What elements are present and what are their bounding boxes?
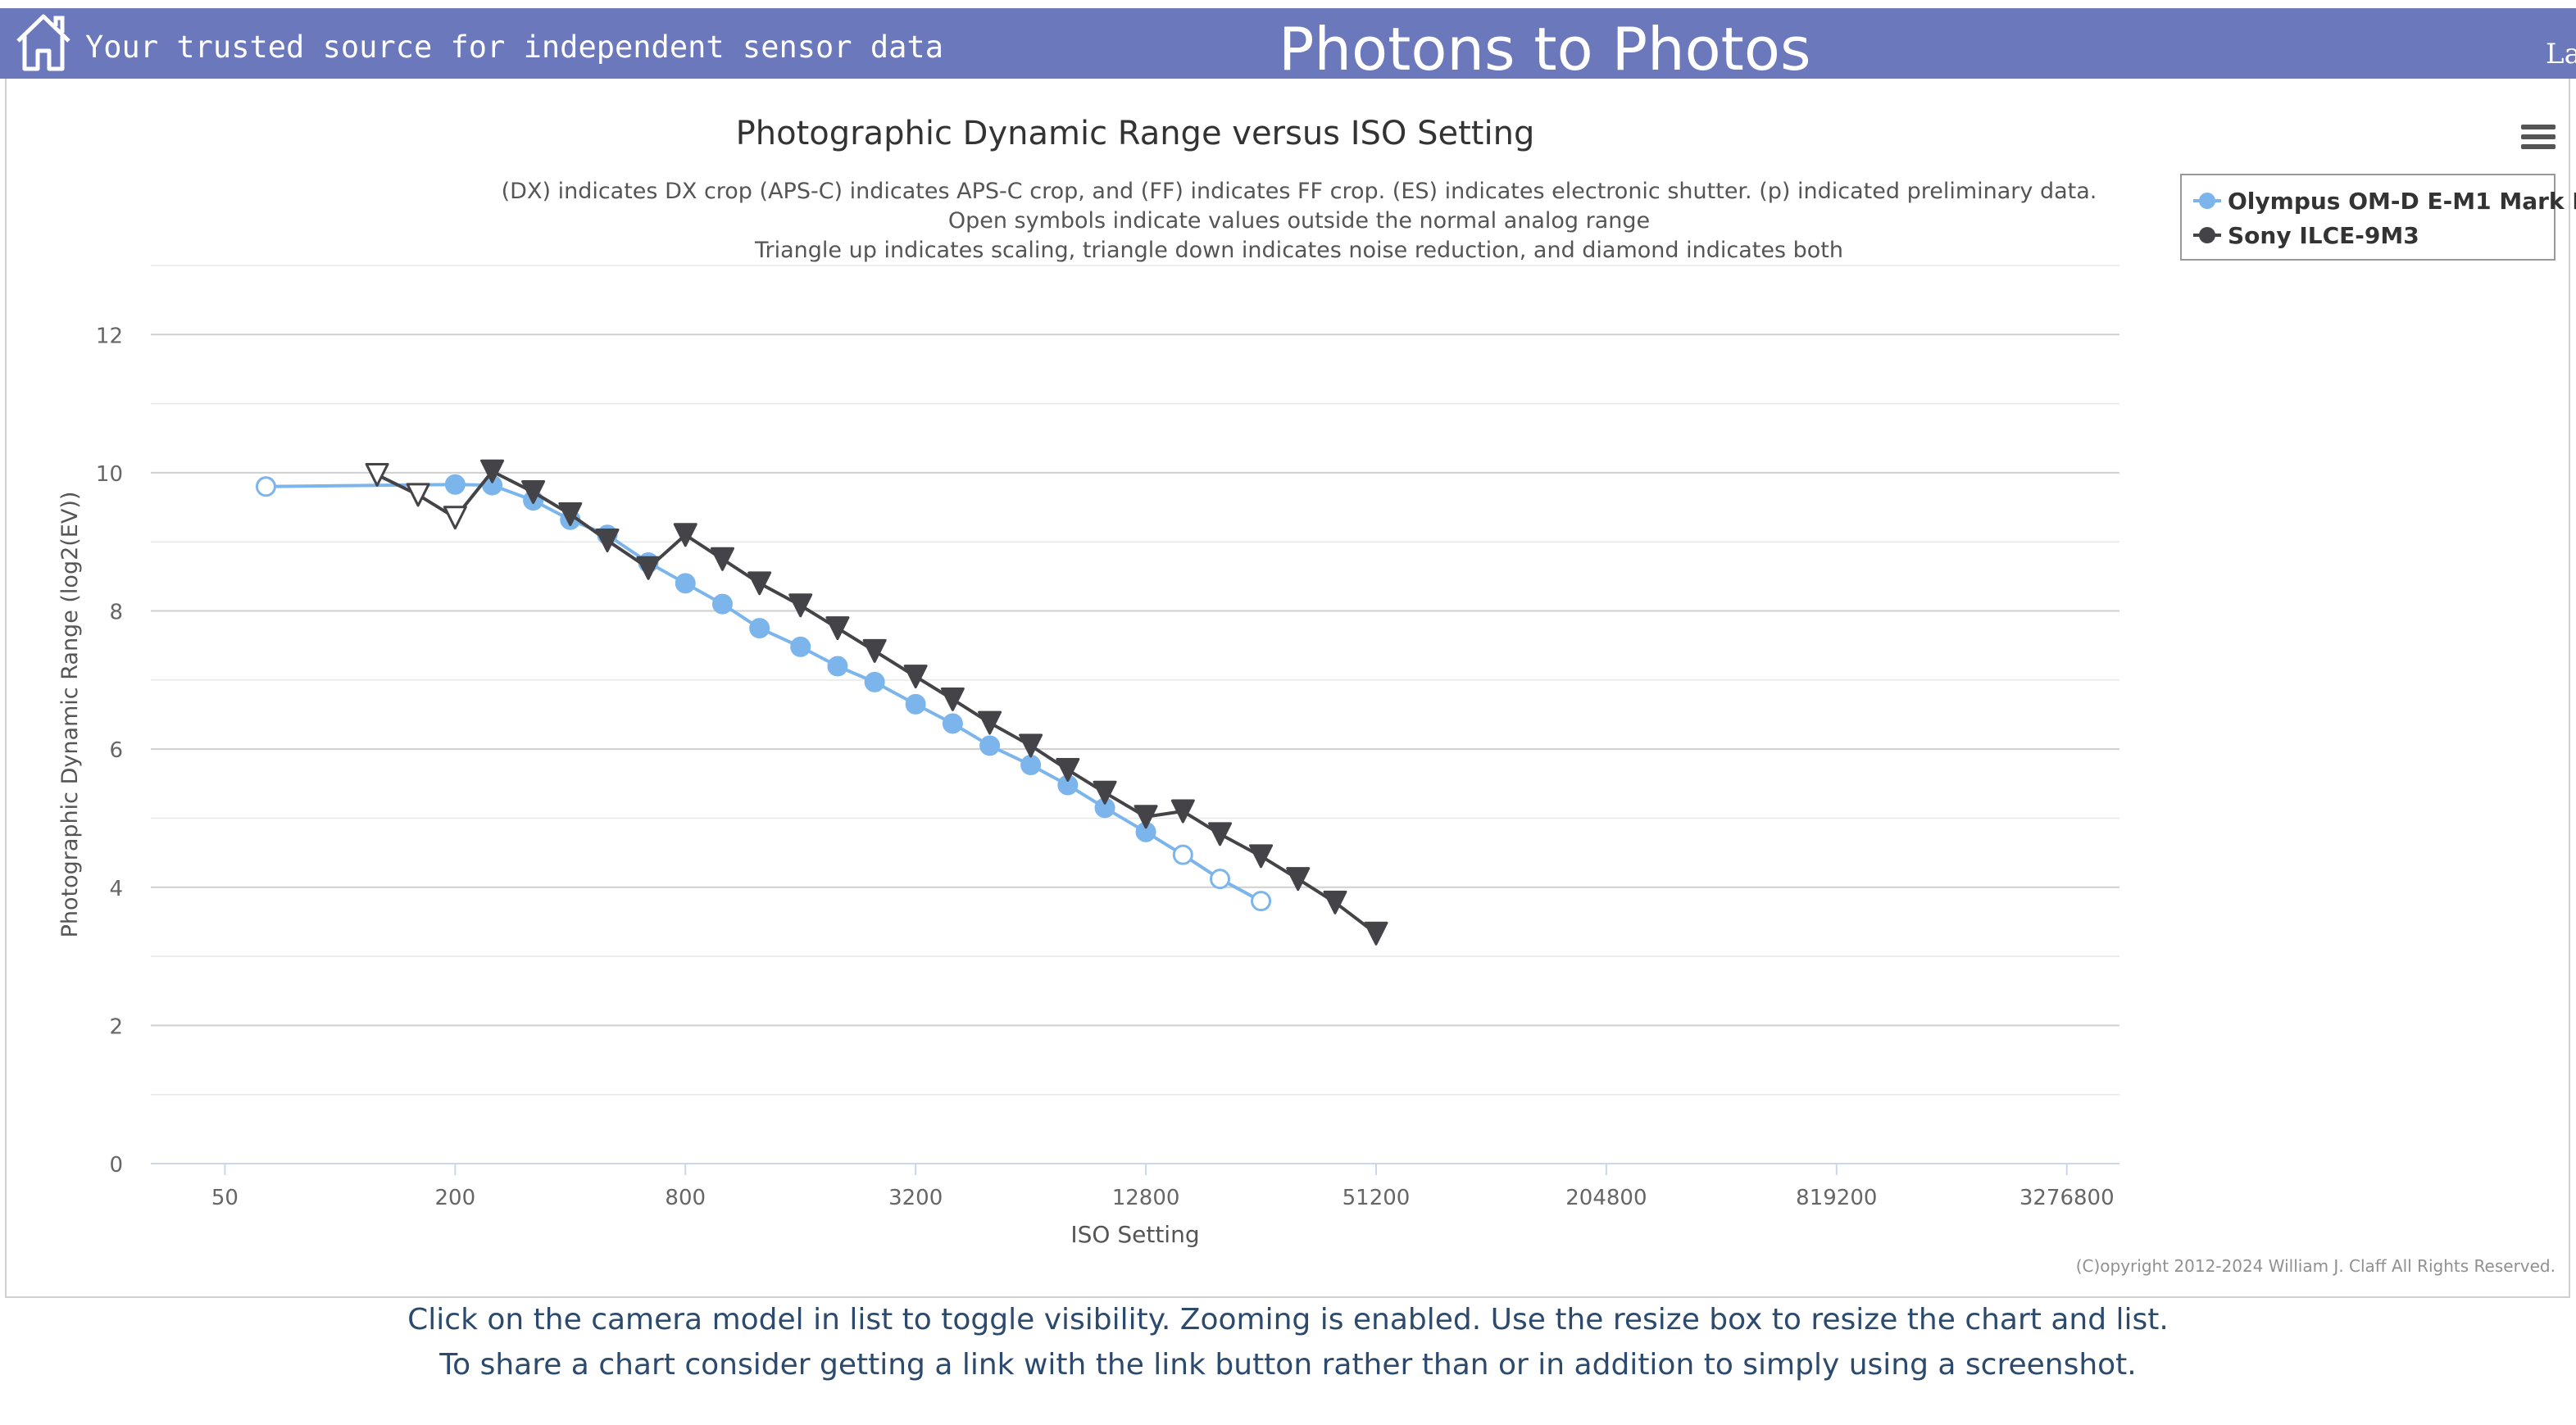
- x-tick-label: 3276800: [2019, 1186, 2115, 1210]
- data-point-1[interactable]: [558, 502, 583, 527]
- data-point-0[interactable]: [1210, 869, 1231, 890]
- data-point-1[interactable]: [903, 665, 928, 689]
- legend-item-olympus[interactable]: Olympus OM-D E-M1 Mark II: [2193, 185, 2576, 216]
- data-point-1[interactable]: [1170, 799, 1195, 824]
- data-point-0[interactable]: [749, 618, 770, 639]
- chart-container: [5, 79, 2570, 1298]
- series-line-1[interactable]: [376, 470, 1378, 935]
- data-point-1[interactable]: [595, 529, 620, 553]
- footer-share-note: To share a chart consider getting a link…: [439, 1348, 2137, 1382]
- y-tick-label: 2: [109, 1014, 123, 1039]
- y-axis-label: Photographic Dynamic Range (log2(EV)): [57, 492, 83, 938]
- y-tick-label: 10: [96, 462, 123, 487]
- x-tick-label: 51200: [1343, 1186, 1411, 1210]
- data-point-1[interactable]: [480, 459, 505, 483]
- data-point-1[interactable]: [443, 506, 467, 530]
- chart-subtitle-line: Open symbols indicate values outside the…: [948, 208, 1650, 234]
- data-point-1[interactable]: [862, 638, 887, 663]
- series-line-0[interactable]: [266, 483, 1262, 903]
- data-point-0[interactable]: [1251, 891, 1272, 912]
- data-point-1[interactable]: [636, 556, 661, 580]
- site-tagline: Your trusted source for independent sens…: [85, 29, 943, 65]
- data-point-1[interactable]: [673, 523, 697, 547]
- x-tick-label: 12800: [1112, 1186, 1180, 1210]
- data-point-1[interactable]: [1093, 780, 1117, 805]
- dynamic-range-chart[interactable]: 0 2 4 6 8 10 12 50 200 800 3200 12800 51200 204800 819…: [0, 0, 2576, 1311]
- data-point-1[interactable]: [788, 593, 813, 618]
- x-tick-label: 819200: [1796, 1186, 1877, 1210]
- data-point-0[interactable]: [1172, 844, 1193, 865]
- data-point-0[interactable]: [1020, 755, 1042, 776]
- data-point-1[interactable]: [406, 483, 430, 507]
- y-tick-label: 12: [96, 324, 123, 348]
- data-point-0[interactable]: [444, 474, 466, 495]
- data-point-1[interactable]: [1208, 822, 1233, 846]
- data-point-1[interactable]: [1249, 844, 1274, 869]
- data-point-0[interactable]: [864, 671, 885, 692]
- site-header: Your trusted source for independent sens…: [0, 8, 2576, 79]
- data-point-1[interactable]: [747, 571, 772, 596]
- x-tick-label: 200: [435, 1186, 476, 1210]
- data-point-1[interactable]: [1019, 733, 1043, 758]
- language-link[interactable]: La: [2546, 38, 2576, 70]
- chart-title: Photographic Dynamic Range versus ISO Se…: [736, 115, 1535, 152]
- data-point-0[interactable]: [905, 693, 926, 715]
- data-point-1[interactable]: [825, 616, 850, 641]
- chart-menu-icon[interactable]: [2521, 125, 2556, 154]
- y-tick-label: 6: [109, 738, 123, 763]
- data-point-1[interactable]: [1134, 805, 1158, 829]
- data-point-1[interactable]: [710, 547, 734, 571]
- data-point-1[interactable]: [1286, 867, 1311, 892]
- legend-swatch-sony: [2193, 221, 2221, 249]
- data-point-0[interactable]: [790, 636, 811, 657]
- data-point-1[interactable]: [365, 462, 389, 487]
- data-point-1[interactable]: [1056, 757, 1080, 782]
- data-point-0[interactable]: [979, 735, 1001, 756]
- legend-label-sony: Sony ILCE-9M3: [2228, 221, 2419, 249]
- copyright-text: (C)opyright 2012-2024 William J. Claff A…: [2076, 1256, 2556, 1276]
- x-tick-label: 50: [211, 1186, 239, 1210]
- y-tick-label: 4: [109, 877, 123, 901]
- data-point-0[interactable]: [827, 656, 848, 677]
- x-tick-label: 204800: [1565, 1186, 1647, 1210]
- data-point-1[interactable]: [1364, 921, 1388, 946]
- y-tick-label: 0: [109, 1153, 123, 1178]
- data-point-1[interactable]: [940, 687, 965, 711]
- data-point-0[interactable]: [675, 573, 696, 594]
- x-tick-label: 3200: [888, 1186, 943, 1210]
- home-icon[interactable]: [13, 11, 74, 72]
- data-point-1[interactable]: [978, 710, 1002, 735]
- footer-instructions: Click on the camera model in list to tog…: [407, 1303, 2169, 1337]
- chart-subtitle-line: Triangle up indicates scaling, triangle …: [754, 238, 1843, 263]
- legend-swatch-olympus: [2193, 187, 2221, 215]
- data-point-0[interactable]: [711, 593, 733, 615]
- chart-subtitle-line: (DX) indicates DX crop (APS-C) indicates…: [502, 179, 2097, 204]
- site-title: Photons to Photos: [1279, 15, 1811, 79]
- legend-item-sony[interactable]: Sony ILCE-9M3: [2193, 220, 2419, 251]
- data-point-1[interactable]: [1323, 890, 1347, 914]
- chart-legend: Olympus OM-D E-M1 Mark II Sony ILCE-9M3: [2180, 174, 2576, 261]
- data-point-1[interactable]: [521, 480, 546, 505]
- data-point-0[interactable]: [255, 476, 276, 497]
- x-axis-label: ISO Setting: [1070, 1221, 1199, 1248]
- x-tick-label: 800: [665, 1186, 706, 1210]
- legend-label-olympus: Olympus OM-D E-M1 Mark II: [2228, 187, 2576, 215]
- data-point-0[interactable]: [942, 713, 963, 734]
- y-tick-label: 8: [109, 601, 123, 625]
